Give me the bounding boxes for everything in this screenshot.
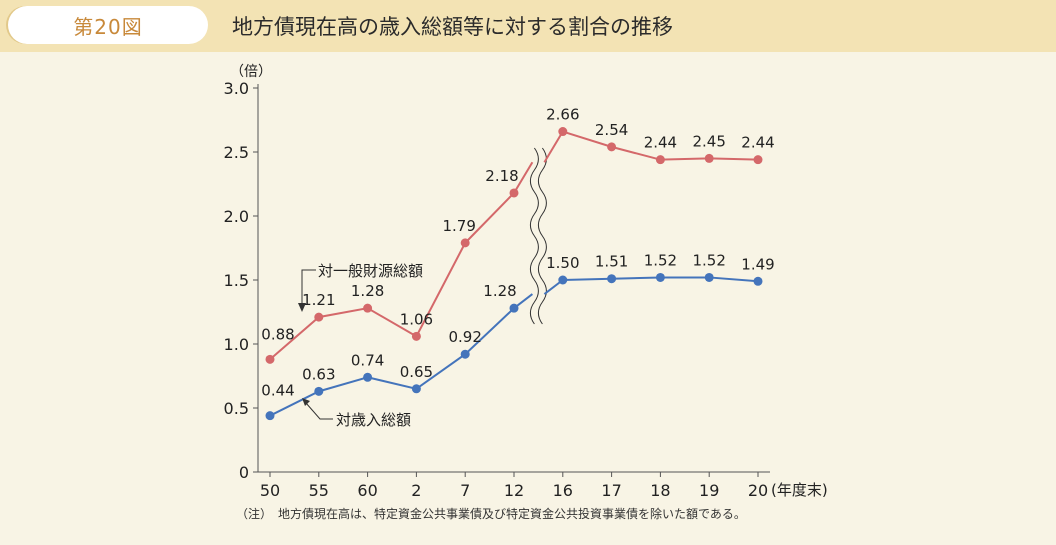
footnote: （注） 地方債現在高は、特定資金公共事業債及び特定資金公共投資事業債を除いた額で… bbox=[236, 507, 746, 521]
data-label-general-revenue: 1.79 bbox=[442, 217, 475, 235]
data-label-total-revenue: 1.50 bbox=[546, 254, 579, 272]
data-label-total-revenue: 0.63 bbox=[302, 365, 335, 383]
data-point-total-revenue bbox=[753, 276, 763, 286]
data-point-total-revenue bbox=[460, 349, 470, 359]
x-tick-label: 17 bbox=[601, 481, 621, 500]
axis-break-gap bbox=[533, 148, 544, 324]
series-name-general-revenue: 対一般財源総額 bbox=[318, 262, 423, 280]
data-label-total-revenue: 1.52 bbox=[644, 251, 677, 269]
x-axis-unit: (年度末) bbox=[771, 481, 828, 499]
x-tick-label: 16 bbox=[553, 481, 573, 500]
x-tick-label: 12 bbox=[504, 481, 524, 500]
data-point-general-revenue bbox=[607, 142, 617, 152]
data-point-general-revenue bbox=[704, 153, 714, 163]
data-label-general-revenue: 2.66 bbox=[546, 106, 579, 124]
data-label-general-revenue: 2.44 bbox=[741, 134, 774, 152]
x-tick-label: 50 bbox=[260, 481, 280, 500]
data-point-total-revenue bbox=[558, 275, 568, 285]
data-label-general-revenue: 2.44 bbox=[644, 134, 677, 152]
data-label-general-revenue: 2.18 bbox=[485, 167, 518, 185]
data-label-general-revenue: 1.21 bbox=[302, 291, 335, 309]
data-label-general-revenue: 1.06 bbox=[400, 310, 433, 328]
x-tick-label: 60 bbox=[357, 481, 377, 500]
y-tick-label: 2.0 bbox=[224, 207, 249, 226]
y-axis-unit: （倍） bbox=[230, 64, 272, 80]
series-line-general-revenue-to-break bbox=[513, 161, 534, 194]
data-label-general-revenue: 0.88 bbox=[261, 325, 294, 343]
data-point-general-revenue bbox=[265, 354, 275, 364]
series-line-general-revenue-from-break bbox=[543, 131, 564, 163]
leader-arrow-general-revenue bbox=[298, 303, 306, 312]
series-line-general-revenue bbox=[269, 192, 515, 361]
y-tick-label: 0.5 bbox=[224, 399, 249, 418]
series-line-total-revenue bbox=[269, 307, 515, 417]
data-label-total-revenue: 1.49 bbox=[741, 255, 774, 273]
series-name-total-revenue: 対歳入総額 bbox=[336, 411, 411, 429]
figure-header: 第20図 地方債現在高の歳入総額等に対する割合の推移 bbox=[0, 0, 1056, 52]
data-point-general-revenue bbox=[655, 155, 665, 165]
data-point-total-revenue bbox=[363, 372, 373, 382]
data-label-total-revenue: 0.44 bbox=[261, 382, 294, 400]
data-point-total-revenue bbox=[265, 411, 275, 421]
data-label-general-revenue: 2.54 bbox=[595, 121, 628, 139]
data-label-total-revenue: 1.51 bbox=[595, 253, 628, 271]
data-label-total-revenue: 0.92 bbox=[448, 328, 481, 346]
data-point-general-revenue bbox=[558, 127, 568, 137]
data-label-total-revenue: 0.74 bbox=[351, 351, 384, 369]
leader-line-general-revenue bbox=[301, 269, 316, 305]
x-tick-label: 18 bbox=[650, 481, 670, 500]
y-tick-label: 3.0 bbox=[224, 79, 249, 98]
data-label-total-revenue: 1.28 bbox=[483, 282, 516, 300]
data-point-total-revenue bbox=[704, 272, 714, 282]
data-point-general-revenue bbox=[460, 238, 470, 248]
x-tick-label: 19 bbox=[699, 481, 719, 500]
figure-number-badge: 第20図 bbox=[8, 6, 208, 44]
data-point-general-revenue bbox=[753, 155, 763, 165]
y-tick-label: 1.5 bbox=[224, 271, 249, 290]
y-tick-label: 2.5 bbox=[224, 143, 249, 162]
data-point-total-revenue bbox=[314, 386, 324, 396]
data-label-general-revenue: 1.28 bbox=[351, 282, 384, 300]
y-tick-label: 1.0 bbox=[224, 335, 249, 354]
data-point-total-revenue bbox=[509, 303, 519, 313]
leader-arrow-total-revenue bbox=[302, 398, 310, 406]
data-point-total-revenue bbox=[411, 384, 421, 394]
figure-title: 地方債現在高の歳入総額等に対する割合の推移 bbox=[232, 15, 673, 39]
x-tick-label: 20 bbox=[748, 481, 768, 500]
y-tick-label: 0 bbox=[239, 463, 249, 482]
data-point-general-revenue bbox=[314, 312, 324, 322]
data-point-total-revenue bbox=[655, 272, 665, 282]
data-label-total-revenue: 0.65 bbox=[400, 363, 433, 381]
data-label-total-revenue: 1.52 bbox=[692, 251, 725, 269]
axis-break-line-left bbox=[529, 147, 539, 325]
data-label-general-revenue: 2.45 bbox=[692, 132, 725, 150]
x-tick-label: 7 bbox=[460, 481, 470, 500]
data-point-general-revenue bbox=[509, 188, 519, 198]
x-tick-label: 2 bbox=[411, 481, 421, 500]
axis-break-line-right bbox=[537, 147, 547, 325]
data-point-total-revenue bbox=[607, 274, 617, 284]
leader-line-total-revenue bbox=[305, 402, 333, 420]
x-tick-label: 55 bbox=[309, 481, 329, 500]
data-point-general-revenue bbox=[411, 331, 421, 341]
data-point-general-revenue bbox=[363, 303, 373, 313]
